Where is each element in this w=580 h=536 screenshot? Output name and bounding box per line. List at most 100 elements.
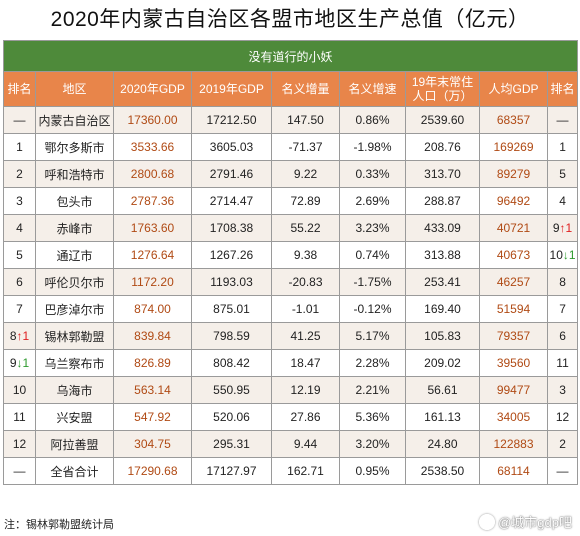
growth-cell-value: 0.74% — [355, 248, 390, 262]
gdp-2019-cell: 808.42 — [191, 349, 272, 377]
increase-cell: 9.38 — [271, 241, 340, 269]
gdp-2020-cell: 2787.36 — [113, 187, 192, 215]
region-cell: 通辽市 — [35, 241, 114, 269]
gdp-2020-cell-value: 563.14 — [134, 383, 171, 397]
per-capita-rank-cell-value: 1 — [559, 140, 566, 154]
growth-cell: 5.36% — [339, 403, 406, 431]
region-cell-value: 锡林郭勒盟 — [44, 329, 105, 344]
rank-cell: 1 — [3, 133, 36, 161]
population-cell-value: 24.80 — [427, 437, 458, 451]
rank-cell-value: 9 — [9, 356, 17, 370]
per-capita-cell: 122883 — [479, 430, 548, 458]
population-cell: 313.70 — [405, 160, 480, 188]
table-row: 3 包头市 2787.36 2714.47 72.89 2.69% 288.87 96492 4 — [3, 187, 579, 215]
table-row: 12 阿拉善盟 304.75 295.31 9.44 3.20% 24.80 122883 2 — [3, 430, 579, 458]
growth-cell: -1.98% — [339, 133, 406, 161]
population-cell-value: 2538.50 — [420, 464, 465, 478]
gdp-2019-cell: 1267.26 — [191, 241, 272, 269]
per-capita-rank-cell: 5 — [546, 160, 579, 188]
population-cell-value: 105.83 — [424, 329, 461, 343]
per-capita-cell: 68357 — [479, 106, 548, 134]
gdp-2020-cell-value: 1172.20 — [131, 275, 174, 289]
region-cell: 阿拉善盟 — [35, 430, 114, 458]
growth-cell: -0.12% — [339, 295, 406, 323]
table-row: 11 兴安盟 547.92 520.06 27.86 5.36% 161.13 34005 12 — [3, 403, 579, 431]
region-cell-value: 巴彦淖尔市 — [44, 302, 105, 317]
per-capita-cell-value: 39560 — [496, 356, 531, 370]
per-capita-rank-cell-value: — — [556, 113, 569, 127]
per-capita-cell: 39560 — [479, 349, 548, 377]
growth-cell: 0.86% — [339, 106, 406, 134]
increase-cell: 12.19 — [271, 376, 340, 404]
per-capita-cell-value: 40673 — [496, 248, 531, 262]
gdp-2019-cell: 550.95 — [191, 376, 272, 404]
gdp-2020-cell: 839.84 — [113, 322, 192, 350]
region-cell: 巴彦淖尔市 — [35, 295, 114, 323]
per-capita-rank-cell-value: 2 — [559, 437, 566, 451]
region-cell: 包头市 — [35, 187, 114, 215]
growth-cell-value: -1.75% — [353, 275, 392, 289]
growth-cell-value: -1.98% — [353, 140, 392, 154]
table-row: 8↑1 锡林郭勒盟 839.84 798.59 41.25 5.17% 105.83 7935… — [3, 322, 579, 350]
table-row: 5 通辽市 1276.64 1267.26 9.38 0.74% 313.88 40673 10… — [3, 241, 579, 269]
rank-cell-value: 1 — [16, 140, 23, 154]
table-row: 6 呼伦贝尔市 1172.20 1193.03 -20.83 -1.75% 253.41 46… — [3, 268, 579, 296]
rank-cell: 11 — [3, 403, 36, 431]
increase-cell-value: 27.86 — [290, 410, 321, 424]
header-nominal-increase: 名义增量 — [271, 71, 340, 107]
population-cell: 105.83 — [405, 322, 480, 350]
rank-cell-value: 8 — [9, 329, 17, 343]
region-cell: 兴安盟 — [35, 403, 114, 431]
gdp-2020-cell: 17360.00 — [113, 106, 192, 134]
region-cell-value: 兴安盟 — [56, 410, 93, 425]
per-capita-rank-cell: 8 — [546, 268, 579, 296]
table-row: — 全省合计 17290.68 17127.97 162.71 0.95% 2538.50 6… — [3, 457, 579, 485]
population-cell-value: 208.76 — [424, 140, 461, 154]
per-capita-rank-cell-value: 11 — [556, 356, 569, 370]
gdp-2019-cell-value: 798.59 — [213, 329, 250, 343]
increase-cell: -71.37 — [271, 133, 340, 161]
per-capita-cell-value: 99477 — [496, 383, 531, 397]
region-cell-value: 呼伦贝尔市 — [44, 275, 105, 290]
region-cell-value: 通辽市 — [56, 248, 93, 263]
per-capita-cell-value: 96492 — [496, 194, 531, 208]
growth-cell: 2.21% — [339, 376, 406, 404]
increase-cell: -20.83 — [271, 268, 340, 296]
increase-cell: 41.25 — [271, 322, 340, 350]
footnote: 注：锡林郭勒盟统计局 — [4, 519, 114, 531]
gdp-2020-cell-value: 3533.66 — [130, 140, 175, 154]
gdp-2019-cell: 295.31 — [191, 430, 272, 458]
rank-up-indicator: ↑1 — [16, 329, 30, 343]
growth-cell: 3.23% — [339, 214, 406, 242]
rank-cell: 7 — [3, 295, 36, 323]
gdp-2019-cell-value: 2791.46 — [209, 167, 254, 181]
gdp-2019-cell-value: 808.42 — [213, 356, 250, 370]
growth-cell-value: 0.95% — [355, 464, 390, 478]
per-capita-cell-value: 89279 — [496, 167, 531, 181]
growth-cell: 0.95% — [339, 457, 406, 485]
increase-cell: 72.89 — [271, 187, 340, 215]
population-cell: 161.13 — [405, 403, 480, 431]
per-capita-rank-cell: 3 — [546, 376, 579, 404]
per-capita-rank-cell: 1 — [546, 133, 579, 161]
gdp-2020-cell: 826.89 — [113, 349, 192, 377]
increase-cell-value: 162.71 — [287, 464, 324, 478]
per-capita-cell: 40673 — [479, 241, 548, 269]
population-cell: 313.88 — [405, 241, 480, 269]
per-capita-rank-cell-value: 12 — [555, 410, 570, 424]
per-capita-cell-value: 46257 — [496, 275, 531, 289]
per-capita-cell-value: 122883 — [493, 437, 534, 451]
per-capita-rank-cell-value: 10 — [549, 248, 563, 262]
growth-cell: 2.69% — [339, 187, 406, 215]
rank-cell-value: 2 — [16, 167, 23, 181]
per-capita-rank-cell: 11 — [546, 349, 579, 377]
rank-cell-value: 3 — [16, 194, 23, 208]
per-capita-cell: 46257 — [479, 268, 548, 296]
per-capita-cell: 99477 — [479, 376, 548, 404]
gdp-2020-cell: 17290.68 — [113, 457, 192, 485]
per-capita-rank-cell-value: 7 — [559, 302, 566, 316]
increase-cell: -1.01 — [271, 295, 340, 323]
gdp-2020-cell-value: 17360.00 — [127, 113, 178, 127]
gdp-2020-cell-value: 17290.68 — [127, 464, 178, 478]
per-capita-rank-cell: — — [546, 457, 579, 485]
